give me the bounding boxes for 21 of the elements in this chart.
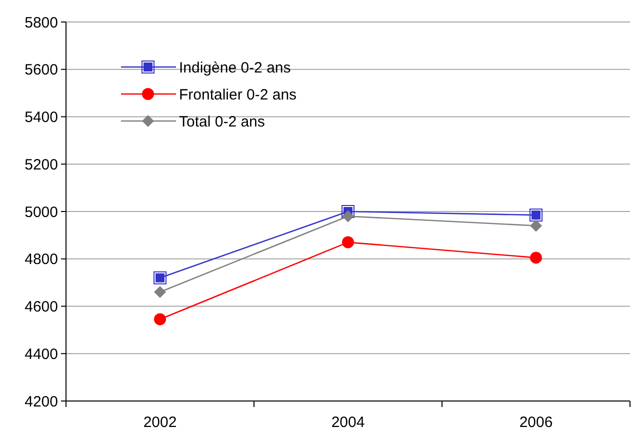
legend-label: Frontalier 0-2 ans xyxy=(179,86,297,104)
y-tick-label: 5400 xyxy=(24,109,58,126)
y-tick-label: 5600 xyxy=(24,62,58,79)
x-tick-label: 2002 xyxy=(143,414,177,431)
x-tick-label: 2004 xyxy=(331,414,365,431)
y-tick-label: 4800 xyxy=(24,251,58,268)
legend-label: Indigène 0-2 ans xyxy=(179,59,291,76)
y-tick-label: 5000 xyxy=(24,204,58,221)
y-tick-label: 4400 xyxy=(24,346,58,363)
y-tick-label: 5200 xyxy=(24,156,58,174)
x-tick-label: 2006 xyxy=(519,414,553,431)
point xyxy=(154,313,166,326)
legend-label: Total 0-2 ans xyxy=(179,113,265,130)
y-tick-label: 4600 xyxy=(24,298,58,316)
point xyxy=(530,252,542,264)
y-tick-label: 4200 xyxy=(24,393,58,410)
point xyxy=(342,236,354,248)
point xyxy=(530,220,542,232)
point xyxy=(154,286,166,298)
y-tick-label: 5800 xyxy=(24,14,58,32)
point xyxy=(342,210,354,222)
